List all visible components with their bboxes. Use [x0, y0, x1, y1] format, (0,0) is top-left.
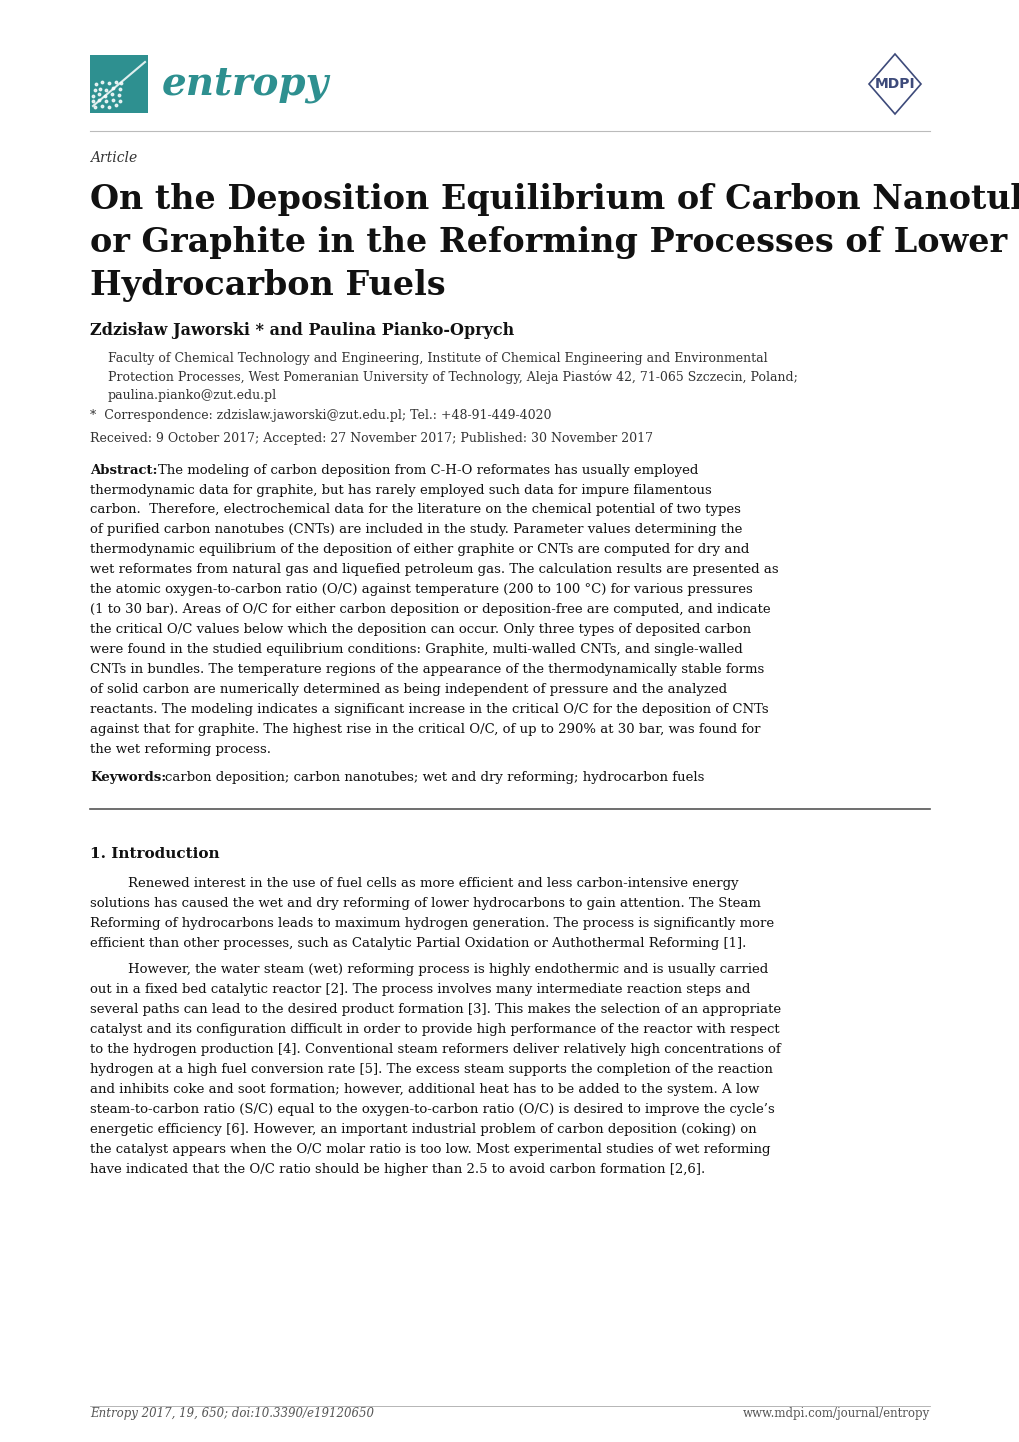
Text: hydrogen at a high fuel conversion rate [5]. The excess steam supports the compl: hydrogen at a high fuel conversion rate … — [90, 1064, 772, 1077]
Text: Abstract:: Abstract: — [90, 463, 157, 476]
Text: www.mdpi.com/journal/entropy: www.mdpi.com/journal/entropy — [742, 1407, 929, 1420]
Text: Hydrocarbon Fuels: Hydrocarbon Fuels — [90, 270, 445, 301]
Text: Protection Processes, West Pomeranian University of Technology, Aleja Piastów 42: Protection Processes, West Pomeranian Un… — [108, 371, 797, 384]
Text: 1. Introduction: 1. Introduction — [90, 848, 219, 861]
Text: of solid carbon are numerically determined as being independent of pressure and : of solid carbon are numerically determin… — [90, 684, 727, 696]
Text: out in a fixed bed catalytic reactor [2]. The process involves many intermediate: out in a fixed bed catalytic reactor [2]… — [90, 983, 750, 996]
Text: reactants. The modeling indicates a significant increase in the critical O/C for: reactants. The modeling indicates a sign… — [90, 704, 768, 717]
Text: thermodynamic data for graphite, but has rarely employed such data for impure fi: thermodynamic data for graphite, but has… — [90, 483, 711, 496]
Text: CNTs in bundles. The temperature regions of the appearance of the thermodynamica: CNTs in bundles. The temperature regions… — [90, 663, 763, 676]
Text: to the hydrogen production [4]. Conventional steam reformers deliver relatively : to the hydrogen production [4]. Conventi… — [90, 1044, 780, 1057]
Text: catalyst and its configuration difficult in order to provide high performance of: catalyst and its configuration difficult… — [90, 1024, 779, 1037]
Text: Received: 9 October 2017; Accepted: 27 November 2017; Published: 30 November 201: Received: 9 October 2017; Accepted: 27 N… — [90, 431, 652, 444]
Text: *  Correspondence: zdzislaw.jaworski@zut.edu.pl; Tel.: +48-91-449-4020: * Correspondence: zdzislaw.jaworski@zut.… — [90, 410, 551, 423]
Text: Renewed interest in the use of fuel cells as more efficient and less carbon-inte: Renewed interest in the use of fuel cell… — [127, 878, 738, 891]
Text: wet reformates from natural gas and liquefied petroleum gas. The calculation res: wet reformates from natural gas and liqu… — [90, 564, 777, 577]
Text: several paths can lead to the desired product formation [3]. This makes the sele: several paths can lead to the desired pr… — [90, 1004, 781, 1017]
Text: carbon deposition; carbon nanotubes; wet and dry reforming; hydrocarbon fuels: carbon deposition; carbon nanotubes; wet… — [165, 771, 704, 784]
Text: Keywords:: Keywords: — [90, 771, 166, 784]
Text: the wet reforming process.: the wet reforming process. — [90, 744, 271, 757]
Text: were found in the studied equilibrium conditions: Graphite, multi-walled CNTs, a: were found in the studied equilibrium co… — [90, 643, 742, 656]
Text: Reforming of hydrocarbons leads to maximum hydrogen generation. The process is s: Reforming of hydrocarbons leads to maxim… — [90, 917, 773, 930]
Text: carbon.  Therefore, electrochemical data for the literature on the chemical pote: carbon. Therefore, electrochemical data … — [90, 503, 740, 516]
Text: paulina.pianko@zut.edu.pl: paulina.pianko@zut.edu.pl — [108, 389, 277, 402]
Text: of purified carbon nanotubes (CNTs) are included in the study. Parameter values : of purified carbon nanotubes (CNTs) are … — [90, 523, 742, 536]
Text: MDPI: MDPI — [874, 76, 914, 91]
Text: the atomic oxygen-to-carbon ratio (O/C) against temperature (200 to 100 °C) for : the atomic oxygen-to-carbon ratio (O/C) … — [90, 584, 752, 597]
Text: thermodynamic equilibrium of the deposition of either graphite or CNTs are compu: thermodynamic equilibrium of the deposit… — [90, 544, 749, 557]
Text: Zdzisław Jaworski * and Paulina Pianko-Oprych: Zdzisław Jaworski * and Paulina Pianko-O… — [90, 322, 514, 339]
Text: or Graphite in the Reforming Processes of Lower: or Graphite in the Reforming Processes o… — [90, 226, 1006, 260]
Text: solutions has caused the wet and dry reforming of lower hydrocarbons to gain att: solutions has caused the wet and dry ref… — [90, 897, 760, 910]
Text: (1 to 30 bar). Areas of O/C for either carbon deposition or deposition-free are : (1 to 30 bar). Areas of O/C for either c… — [90, 604, 770, 617]
Text: energetic efficiency [6]. However, an important industrial problem of carbon dep: energetic efficiency [6]. However, an im… — [90, 1123, 756, 1136]
Text: have indicated that the O/C ratio should be higher than 2.5 to avoid carbon form: have indicated that the O/C ratio should… — [90, 1164, 704, 1177]
Text: the critical O/C values below which the deposition can occur. Only three types o: the critical O/C values below which the … — [90, 623, 750, 636]
Text: efficient than other processes, such as Catalytic Partial Oxidation or Authother: efficient than other processes, such as … — [90, 937, 746, 950]
Text: On the Deposition Equilibrium of Carbon Nanotubes: On the Deposition Equilibrium of Carbon … — [90, 183, 1019, 216]
Text: Entropy 2017, 19, 650; doi:10.3390/e19120650: Entropy 2017, 19, 650; doi:10.3390/e1912… — [90, 1407, 374, 1420]
Text: against that for graphite. The highest rise in the critical O/C, of up to 290% a: against that for graphite. The highest r… — [90, 724, 760, 737]
Text: Article: Article — [90, 151, 138, 164]
Text: The modeling of carbon deposition from C-H-O reformates has usually employed: The modeling of carbon deposition from C… — [158, 463, 698, 476]
Text: and inhibits coke and soot formation; however, additional heat has to be added t: and inhibits coke and soot formation; ho… — [90, 1083, 758, 1096]
Text: Faculty of Chemical Technology and Engineering, Institute of Chemical Engineerin: Faculty of Chemical Technology and Engin… — [108, 352, 767, 365]
Text: steam-to-carbon ratio (S/C) equal to the oxygen-to-carbon ratio (O/C) is desired: steam-to-carbon ratio (S/C) equal to the… — [90, 1103, 774, 1116]
Text: the catalyst appears when the O/C molar ratio is too low. Most experimental stud: the catalyst appears when the O/C molar … — [90, 1144, 769, 1156]
Bar — [90, 55, 148, 112]
Text: However, the water steam (wet) reforming process is highly endothermic and is us: However, the water steam (wet) reforming… — [127, 963, 767, 976]
Text: entropy: entropy — [162, 65, 329, 102]
